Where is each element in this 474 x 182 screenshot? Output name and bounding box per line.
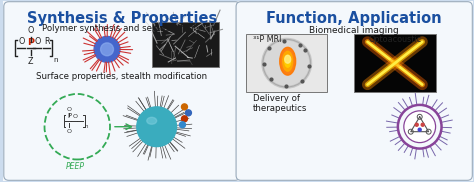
FancyBboxPatch shape [236, 2, 472, 180]
Circle shape [182, 116, 187, 122]
Text: Optoacoustic: Optoacoustic [368, 35, 421, 44]
Circle shape [180, 122, 185, 128]
Text: PEEP: PEEP [66, 163, 85, 171]
Text: P: P [67, 113, 72, 119]
Circle shape [94, 36, 120, 62]
Circle shape [182, 104, 187, 110]
Text: O: O [67, 107, 72, 112]
Text: Z: Z [28, 57, 33, 66]
Circle shape [418, 128, 421, 131]
Ellipse shape [147, 117, 157, 124]
Circle shape [185, 110, 191, 116]
Text: P: P [27, 38, 34, 47]
Text: Surface properties, stealth modification: Surface properties, stealth modification [36, 72, 208, 81]
Ellipse shape [283, 51, 292, 71]
Circle shape [404, 111, 435, 142]
Circle shape [100, 43, 113, 56]
Text: R: R [45, 37, 50, 46]
Text: Function, Application: Function, Application [266, 11, 442, 26]
Text: O: O [27, 26, 34, 35]
Text: O: O [35, 37, 41, 46]
FancyBboxPatch shape [354, 34, 436, 92]
FancyBboxPatch shape [246, 34, 328, 92]
Text: Biomedical imaging: Biomedical imaging [310, 25, 399, 35]
Circle shape [415, 123, 418, 126]
Text: O: O [18, 37, 25, 46]
Text: O: O [67, 129, 72, 134]
Text: O: O [73, 114, 78, 119]
Circle shape [265, 41, 309, 85]
FancyBboxPatch shape [4, 2, 240, 180]
Text: n: n [84, 124, 88, 129]
FancyBboxPatch shape [152, 21, 219, 67]
Ellipse shape [285, 55, 291, 67]
Text: n: n [54, 57, 58, 63]
Circle shape [421, 123, 424, 126]
Text: Delivery of
therapeutics: Delivery of therapeutics [253, 94, 307, 113]
Text: Synthesis & Properties: Synthesis & Properties [27, 11, 217, 26]
Text: ³¹P MRI: ³¹P MRI [253, 35, 282, 44]
Circle shape [137, 107, 176, 147]
Ellipse shape [280, 47, 296, 75]
Circle shape [262, 38, 311, 88]
Text: Polymer synthesis and self-assembly: Polymer synthesis and self-assembly [42, 23, 201, 33]
Ellipse shape [285, 55, 291, 63]
